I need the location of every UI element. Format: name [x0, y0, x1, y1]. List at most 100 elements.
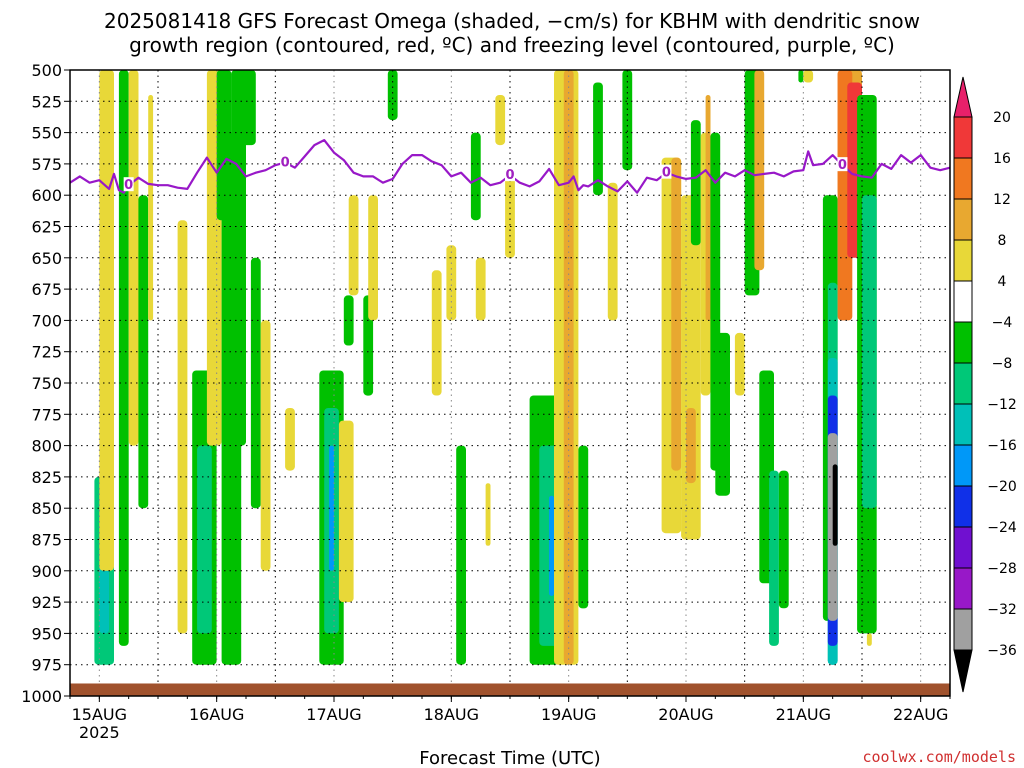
- omega-cell: [456, 445, 466, 665]
- omega-cell: [177, 220, 188, 634]
- y-tick-label: 925: [31, 593, 62, 612]
- y-tick-label: 675: [31, 280, 62, 299]
- colorbar-label: −36: [987, 643, 1017, 659]
- colorbar: 20 16 12 8 4 −4 −8 −12 −16 −20 −24 −28 −32 −36: [953, 76, 1017, 693]
- omega-cell: [241, 70, 256, 146]
- omega-cell: [715, 332, 730, 496]
- y-tick-label: 550: [31, 124, 62, 143]
- freezing-level-label-bg: [280, 154, 291, 169]
- x-tick-label: 16AUG: [189, 705, 244, 724]
- y-tick-label: 725: [31, 343, 62, 362]
- omega-cell: [329, 445, 334, 571]
- freezing-level-label: 0: [505, 168, 514, 183]
- omega-cell: [593, 82, 603, 196]
- omega-cell: [99, 70, 114, 571]
- y-tick-label: 650: [31, 249, 62, 268]
- colorbar-label: −16: [987, 438, 1017, 454]
- colorbar-label: −4: [992, 315, 1013, 331]
- omega-cell: [832, 464, 838, 546]
- x-tick-label: 18AUG: [424, 705, 479, 724]
- freezing-level-label: 0: [281, 156, 290, 171]
- omega-cell: [343, 295, 354, 346]
- omega-cell: [495, 95, 506, 146]
- omega-cell: [138, 195, 149, 509]
- colorbar-swatch: [953, 444, 973, 487]
- colorbar-label: 12: [993, 192, 1011, 208]
- colorbar-label: −12: [987, 397, 1017, 413]
- y-tick-label: 975: [31, 656, 62, 675]
- colorbar-top-arrow: [953, 76, 973, 118]
- y-tick-label: 600: [31, 186, 62, 205]
- omega-cell: [798, 70, 804, 83]
- y-tick-label: 525: [31, 92, 62, 111]
- colorbar-label: −28: [987, 561, 1017, 577]
- omega-cell: [705, 95, 711, 321]
- colorbar-swatch: [953, 198, 973, 241]
- omega-cell: [470, 132, 481, 221]
- y-tick-label: 1000: [21, 687, 62, 706]
- terrain-band: [70, 683, 950, 696]
- y-tick-label: 700: [31, 311, 62, 330]
- colorbar-bottom-arrow: [953, 649, 973, 693]
- y-tick-label: 875: [31, 531, 62, 550]
- y-tick-label: 850: [31, 499, 62, 518]
- y-tick-label: 950: [31, 624, 62, 643]
- colorbar-swatch: [953, 608, 973, 651]
- colorbar-label: 8: [998, 233, 1007, 249]
- omega-cell: [118, 70, 129, 646]
- x-tick-label: 22AUG: [893, 705, 948, 724]
- colorbar-swatch: [953, 567, 973, 610]
- colorbar-swatch: [953, 362, 973, 405]
- colorbar-swatch: [953, 485, 973, 528]
- colorbar-label: 4: [998, 274, 1007, 290]
- omega-cell: [446, 245, 457, 321]
- grid-layer: [70, 70, 950, 696]
- x-tick-sublabel: 2025: [79, 723, 120, 742]
- omega-cell: [803, 70, 814, 83]
- omega-cell: [671, 157, 682, 471]
- omega-cell: [607, 182, 618, 321]
- freezing-level-label: 0: [662, 166, 671, 181]
- omega-cell: [734, 332, 745, 396]
- omega-cell: [578, 445, 589, 609]
- colorbar-label: −32: [987, 602, 1017, 618]
- x-axis-label: Forecast Time (UTC): [419, 748, 600, 768]
- colorbar-swatch: [953, 239, 973, 282]
- y-tick-label: 625: [31, 218, 62, 237]
- omega-cell: [285, 408, 295, 471]
- colorbar-label: 16: [993, 151, 1011, 167]
- x-tick-label: 21AUG: [776, 705, 831, 724]
- omega-cell: [348, 195, 359, 296]
- omega-cell: [387, 70, 398, 121]
- freezing-level-label: 0: [838, 158, 847, 173]
- freezing-level-layer: 0 0 0 0 0: [69, 139, 951, 194]
- omega-cell: [485, 483, 491, 546]
- y-tick-label: 750: [31, 374, 62, 393]
- omega-cell: [862, 195, 877, 509]
- freezing-level-label-bg: [661, 164, 672, 179]
- omega-cell: [778, 470, 789, 609]
- y-tick-label: 900: [31, 562, 62, 581]
- omega-cell: [549, 495, 554, 596]
- omega-cell: [363, 295, 374, 396]
- colorbar-swatch: [953, 116, 973, 159]
- credit-text[interactable]: coolwx.com/models: [862, 748, 1016, 766]
- omega-cell: [866, 633, 872, 646]
- colorbar-swatch: [953, 403, 973, 446]
- y-tick-label: 575: [31, 155, 62, 174]
- colorbar-swatch: [953, 280, 973, 323]
- colorbar-swatch: [953, 321, 973, 364]
- freezing-level-label-bg: [837, 157, 848, 172]
- chart-title-line-2: growth region (contoured, red, ºC) and f…: [129, 33, 895, 57]
- omega-cell: [338, 420, 354, 603]
- y-tick-label: 775: [31, 405, 62, 424]
- omega-cell: [431, 270, 442, 396]
- chart-title-line-1: 2025081418 GFS Forecast Omega (shaded, −…: [104, 9, 920, 33]
- colorbar-swatch: [953, 157, 973, 200]
- colorbar-label: 20: [993, 110, 1011, 126]
- omega-cell: [686, 408, 696, 484]
- omega-cell: [475, 257, 486, 321]
- y-tick-label: 800: [31, 437, 62, 456]
